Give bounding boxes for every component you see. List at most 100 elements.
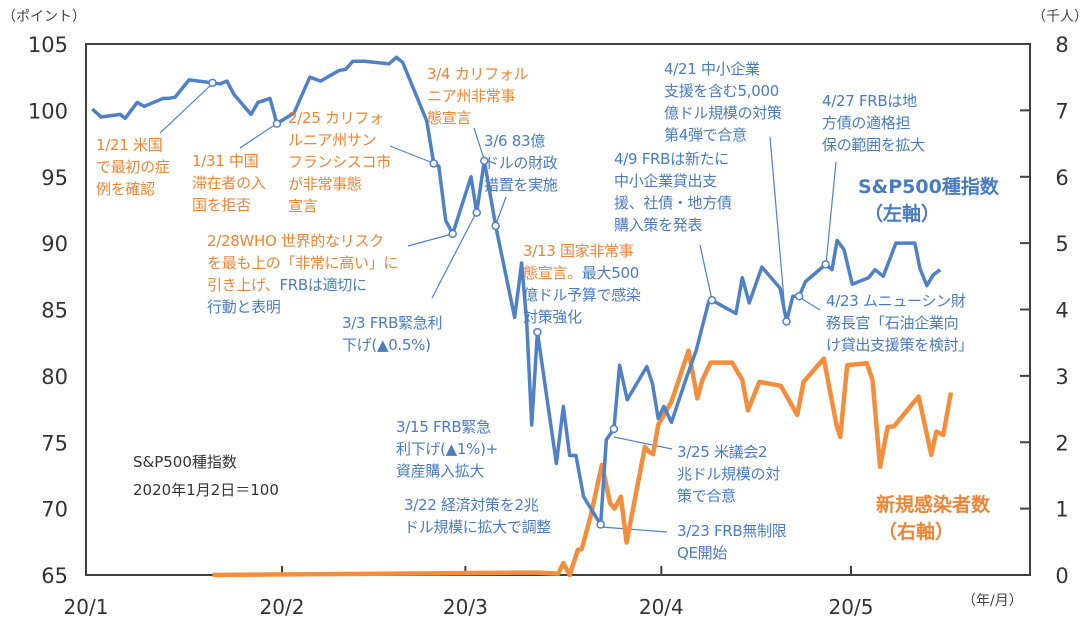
x-tick-label: 20/1 xyxy=(64,595,109,619)
leader-0323 xyxy=(600,526,668,533)
event-marker-a0325 xyxy=(609,424,619,434)
annotation-text: ドル規模に拡大で調整 xyxy=(404,518,552,536)
annotation-line: 3/25 米議会2 xyxy=(677,441,780,463)
annotation-text: FRBは適切に xyxy=(279,276,367,294)
annotation-line: 4/23 ムニューシン財 xyxy=(826,290,973,312)
annotation-line: 4/27 FRBは地 xyxy=(822,90,925,112)
annotation-line: 2/25 カリフォ xyxy=(288,107,391,129)
annotation-line: 措置を実施 xyxy=(484,174,558,196)
annotation-text: 滞在者の入 xyxy=(192,174,266,192)
x-tick-label: 20/3 xyxy=(443,595,488,619)
leader-0225 xyxy=(389,145,434,164)
annotation-text: 4/23 ムニューシン財 xyxy=(826,292,966,310)
annotation-text: フランシスコ市 xyxy=(288,153,391,171)
annotation-line: 資産購入拡大 xyxy=(396,460,498,482)
annotation-line: 3/3 FRB緊急利 xyxy=(342,312,443,334)
event-marker-a0303 xyxy=(472,208,481,217)
right-tick-label: 5 xyxy=(1055,232,1068,256)
annotation-text: 方債の適格担 xyxy=(822,114,911,132)
annotation-line: が非常事態 xyxy=(288,173,391,195)
annotation-line: QE開始 xyxy=(677,542,787,564)
annotation-line: け貸出支援策を検討」 xyxy=(826,334,973,356)
right-tick-label: 7 xyxy=(1055,99,1068,123)
annotation-text: 購入策を発表 xyxy=(614,216,703,234)
event-marker-a0313 xyxy=(533,327,542,337)
annotation-line: 億ドル規模の対策 xyxy=(664,102,782,124)
annotation-line: 対策強化 xyxy=(523,306,641,328)
leader-0306 xyxy=(495,196,507,225)
leader-0304 xyxy=(473,127,485,160)
left-tick-label: 70 xyxy=(41,498,68,522)
annotation-text: 1/21 米国 xyxy=(96,136,163,154)
annotation-text: 億ドル規模の対策 xyxy=(664,104,782,122)
annotation-text: 国を拒否 xyxy=(192,196,251,214)
event-marker-a0409 xyxy=(707,295,717,305)
index-note-base: 2020年1月2日＝100 xyxy=(133,481,279,499)
annotation-line: 宣言 xyxy=(288,195,391,217)
sp500-label-line: S&P500種指数 xyxy=(858,176,999,198)
annotation-text: QE開始 xyxy=(677,544,728,562)
x-tick-label: 20/2 xyxy=(260,595,305,619)
annotation-text: ドルの財政 xyxy=(484,154,558,172)
cases-label-line: 新規感染者数 xyxy=(876,494,991,516)
annotation-line: 3/23 FRB無制限 xyxy=(677,520,787,542)
annotation-text: で最初の症 xyxy=(96,158,170,176)
annotation-text: 3/13 国家非常事 xyxy=(523,242,634,260)
event-markers xyxy=(208,78,830,529)
annotation-line: 保の範囲を拡大 xyxy=(822,134,925,156)
annotation-text: 行動と表明 xyxy=(207,298,281,316)
annotation-line: 務長官「石油企業向 xyxy=(826,312,973,334)
leader-0228 xyxy=(407,233,453,247)
event-marker-a0421 xyxy=(782,317,791,326)
annotation-0225: 2/25 カリフォルニア州サン フランシスコ市が非常事態 宣言 xyxy=(288,107,391,217)
annotation-line: 策で合意 xyxy=(677,485,780,507)
annotation-text: 最大500 xyxy=(581,264,639,282)
annotation-text: 中小企業貸出支 xyxy=(614,172,717,190)
annotation-line: 4/9 FRBは新たに xyxy=(614,148,732,170)
annotation-line: 億ドル予算で感染 xyxy=(523,284,641,306)
cases-label-axis: （右軸） xyxy=(878,521,955,543)
leader-0421 xyxy=(769,136,787,324)
annotation-text: 1/31 中国 xyxy=(192,152,259,170)
right-tick-label: 4 xyxy=(1055,299,1068,323)
annotation-line: 2/28WHO 世界的なリスク xyxy=(207,230,398,252)
left-tick-label: 80 xyxy=(41,365,68,389)
annotation-0228: 2/28WHO 世界的なリスク を最も上の「非常に高い」に 引き上げ、FRBは適切に… xyxy=(207,230,398,318)
left-tick-label: 85 xyxy=(41,299,68,323)
event-marker-a0225 xyxy=(429,159,438,168)
sp500-line xyxy=(91,55,942,527)
annotation-line: 下げ(▲0.5%) xyxy=(342,334,442,356)
leader-0325 xyxy=(613,436,673,450)
annotation-line: 第4弾で合意 xyxy=(664,124,782,146)
annotation-text: 例を確認 xyxy=(96,180,155,198)
annotation-line: 滞在者の入 xyxy=(192,172,266,194)
annotation-text: 4/27 FRBは地 xyxy=(822,92,917,110)
annotation-text: 4/9 FRBは新たに xyxy=(614,150,729,168)
annotation-line: を最も上の「非常に高い」に xyxy=(207,252,398,274)
x-axis-unit: （年/月） xyxy=(962,593,1023,609)
annotation-line: 国を拒否 xyxy=(192,194,266,216)
annotation-text: 対策強化 xyxy=(523,308,582,326)
annotation-line: ドルの財政 xyxy=(484,152,558,174)
annotation-text: 兆ドル規模の対 xyxy=(677,465,780,483)
right-tick-label: 8 xyxy=(1055,33,1068,57)
left-axis-unit: （ポイント） xyxy=(2,9,86,25)
annotation-text: 3/22 経済対策を2兆 xyxy=(404,496,539,514)
annotation-0121: 1/21 米国 で最初の症例を確認 xyxy=(96,134,170,200)
index-note-title: S&P500種指数 xyxy=(133,453,237,471)
annotation-0304: 3/4 カリフォル ニア州非常事 態宣言 xyxy=(427,63,529,129)
right-tick-label: 3 xyxy=(1055,365,1068,389)
annotation-text: ルニア州サン xyxy=(288,131,377,149)
leader-0131 xyxy=(239,123,277,149)
annotation-line: 兆ドル規模の対 xyxy=(677,463,780,485)
annotation-text: 第4弾で合意 xyxy=(664,126,747,144)
sp500-series-label: S&P500種指数 （左軸） xyxy=(858,174,999,228)
annotation-0131: 1/31 中国 滞在者の入国を拒否 xyxy=(192,150,266,216)
x-tick-label: 20/5 xyxy=(829,595,874,619)
annotation-line: 態宣言。最大500 xyxy=(523,262,641,284)
annotation-0313: 3/13 国家非常事態宣言。最大500 億ドル予算で感染 対策強化 xyxy=(523,240,641,328)
annotation-text: ニア州非常事 xyxy=(427,87,516,105)
annotation-text: 利下げ(▲1%)+ xyxy=(396,440,498,458)
annotation-text: 億ドル予算で感染 xyxy=(523,286,641,304)
annotation-text: 態宣言 xyxy=(427,109,472,127)
